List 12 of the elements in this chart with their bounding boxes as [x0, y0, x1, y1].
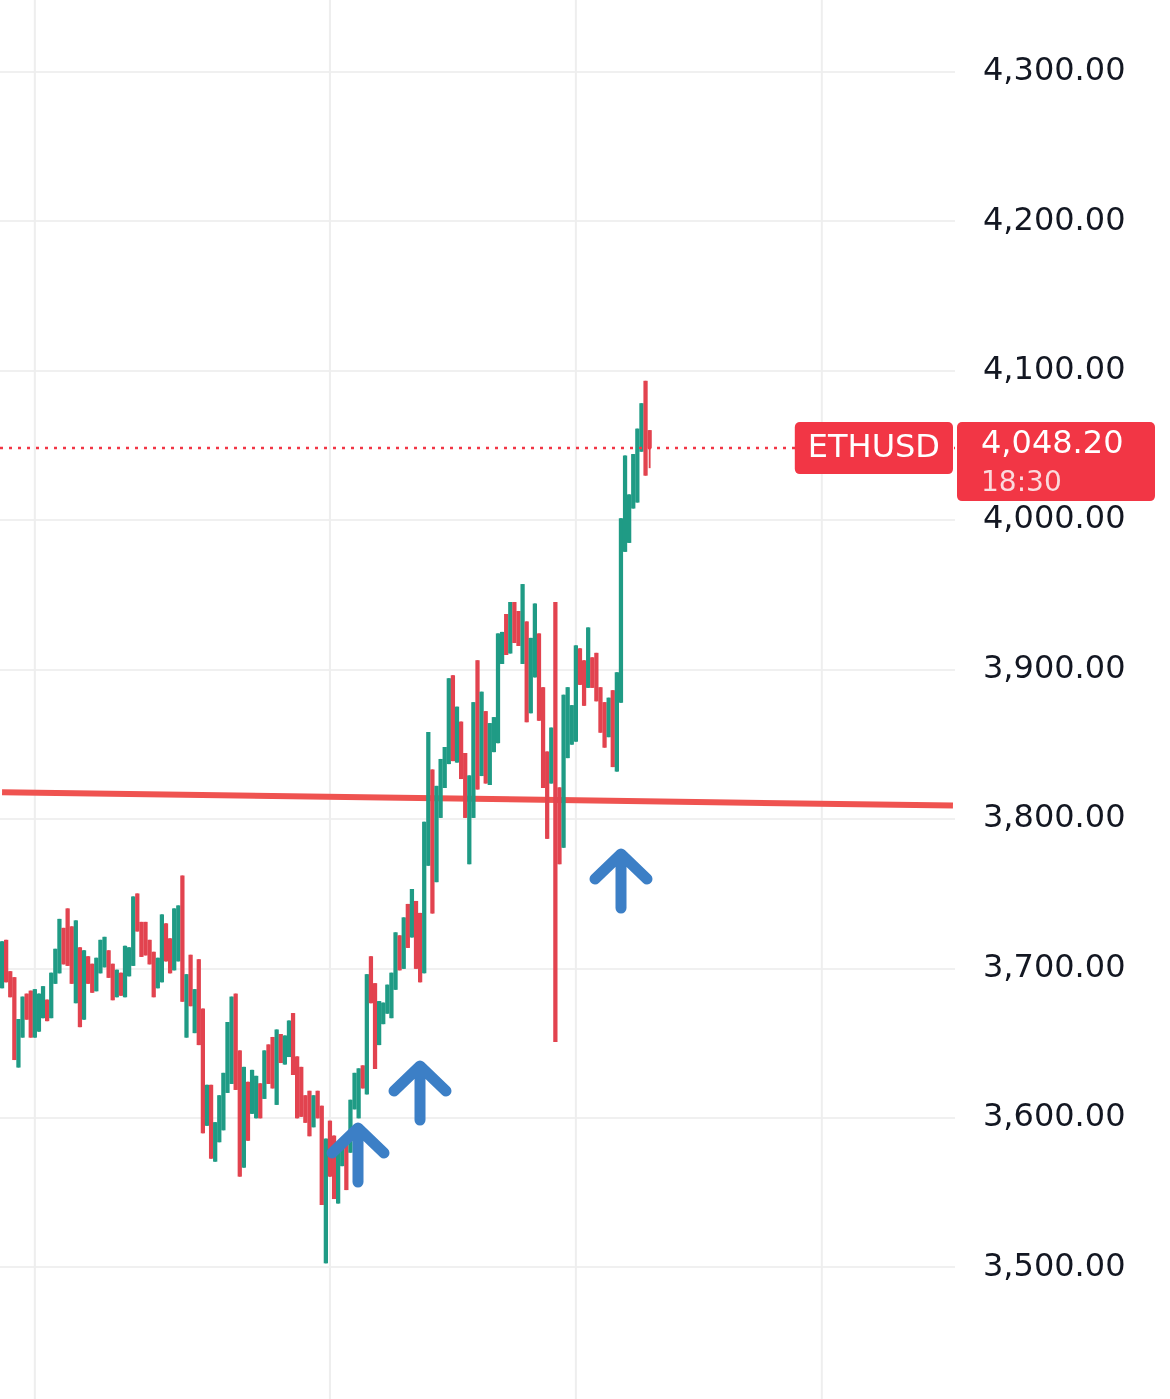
y-tick-label: 4,300.00 — [983, 50, 1126, 89]
y-tick-label: 3,700.00 — [983, 946, 1126, 985]
y-tick-label: 3,500.00 — [983, 1245, 1126, 1284]
y-tick-label: 3,800.00 — [983, 797, 1126, 836]
text: 18:30 — [981, 465, 1062, 499]
y-tick-label: 4,200.00 — [983, 199, 1126, 238]
y-tick-label: 3,600.00 — [983, 1096, 1126, 1135]
y-tick-label: 3,900.00 — [983, 647, 1126, 686]
text: 4,048.20 — [981, 423, 1124, 462]
ref-line-label: ETHUSD — [807, 427, 940, 466]
y-tick-label: 4,100.00 — [983, 348, 1126, 387]
y-tick-label: 4,000.00 — [983, 498, 1126, 537]
